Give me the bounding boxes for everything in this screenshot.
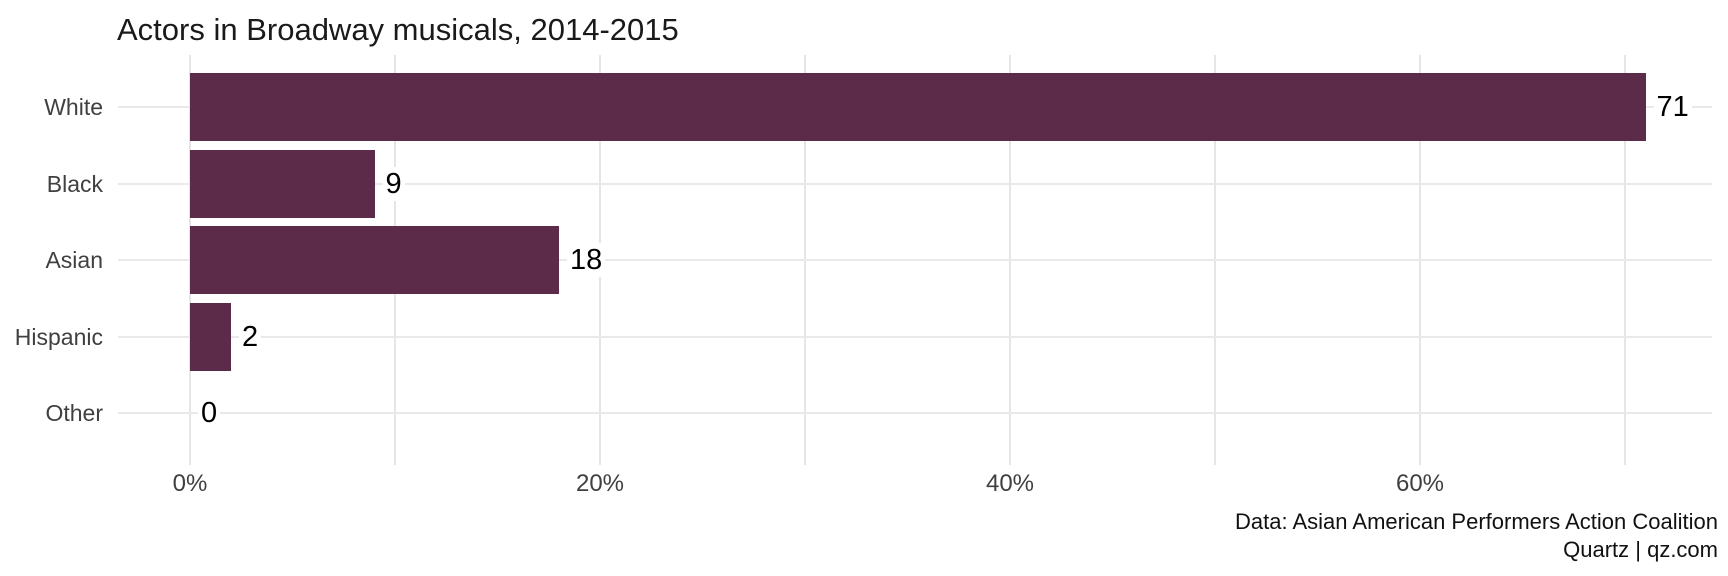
bar-white bbox=[190, 73, 1646, 141]
bar-asian bbox=[190, 226, 559, 294]
y-gridline bbox=[118, 335, 1712, 338]
x-tick-label: 20% bbox=[575, 470, 625, 497]
value-label-hispanic: 2 bbox=[239, 319, 262, 354]
category-label-other: Other bbox=[45, 400, 103, 426]
y-gridline bbox=[118, 182, 1712, 185]
y-gridline bbox=[118, 259, 1712, 261]
bar-black bbox=[190, 149, 375, 218]
source-line-data: Data: Asian American Performers Action C… bbox=[1234, 509, 1718, 534]
source-attribution: Data: Asian American Performers Action C… bbox=[1235, 508, 1718, 564]
x-tick-label: 60% bbox=[1395, 470, 1445, 497]
value-label-asian: 18 bbox=[567, 243, 606, 277]
bar-hispanic bbox=[190, 302, 231, 371]
value-label-other: 0 bbox=[198, 396, 221, 430]
category-label-black: Black bbox=[46, 170, 103, 197]
category-label-asian: Asian bbox=[45, 247, 103, 273]
x-tick-label: 40% bbox=[985, 470, 1035, 497]
value-label-black: 9 bbox=[382, 166, 405, 201]
category-label-hispanic: Hispanic bbox=[14, 323, 103, 350]
category-label-white: White bbox=[44, 94, 103, 120]
chart-title: Actors in Broadway musicals, 2014-2015 bbox=[117, 12, 679, 47]
x-tick-label: 0% bbox=[172, 470, 208, 497]
source-line-credit: Quartz | qz.com bbox=[1563, 537, 1718, 562]
value-label-white: 71 bbox=[1653, 90, 1692, 124]
y-gridline bbox=[118, 412, 1712, 414]
